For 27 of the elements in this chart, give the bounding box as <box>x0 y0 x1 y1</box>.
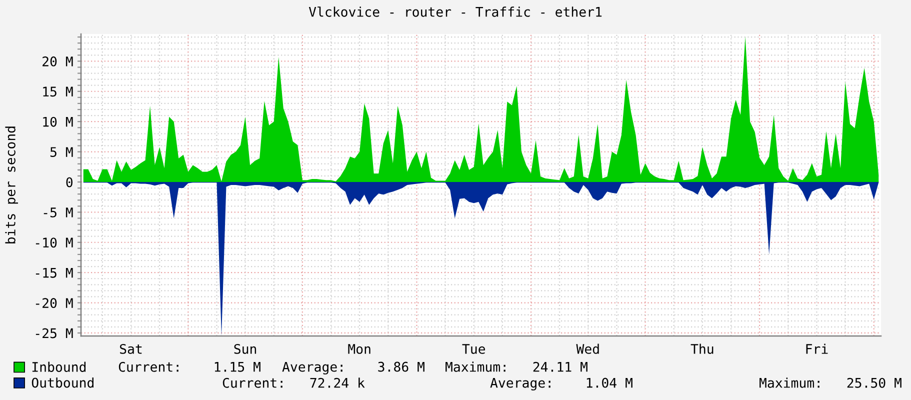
y-tick-label: -25 M <box>36 328 73 338</box>
text: Maximum: 25.50 M <box>760 378 902 388</box>
y-tick-label: -10 M <box>36 238 73 248</box>
legend-label: Outbound <box>32 378 94 388</box>
y-tick-label: 0 <box>66 177 73 188</box>
x-tick-label: Wed <box>576 344 599 354</box>
x-tick-label: Sun <box>234 344 256 354</box>
y-axis-title: bits per second <box>5 126 18 244</box>
x-tick-label: Tue <box>462 344 485 354</box>
y-tick-label: 20 M <box>42 56 73 66</box>
text: Current: 1.15 M <box>118 362 260 372</box>
x-tick-label: Thu <box>690 344 714 354</box>
y-tick-label: -15 M <box>36 268 73 278</box>
y-tick-label: -5 M <box>44 208 73 218</box>
y-tick-label: 5 M <box>50 147 73 158</box>
text: Average: 1.04 M <box>490 378 632 390</box>
y-tick-label: -20 M <box>36 298 73 308</box>
legend-label: Inbound <box>32 362 86 372</box>
x-tick-label: Fri <box>806 344 828 354</box>
text: Average: 3.86 M <box>282 362 424 374</box>
chart-title: Vlckovice - router - Traffic - ether1 <box>308 6 602 17</box>
y-tick-label: 10 M <box>43 116 73 127</box>
y-tick-label: 15 M <box>43 86 73 97</box>
text: Maximum: 24.11 M <box>446 362 588 372</box>
text: Current: 72.24 k <box>222 378 365 388</box>
x-tick-label: Sat <box>120 344 142 354</box>
x-tick-label: Mon <box>348 344 370 354</box>
